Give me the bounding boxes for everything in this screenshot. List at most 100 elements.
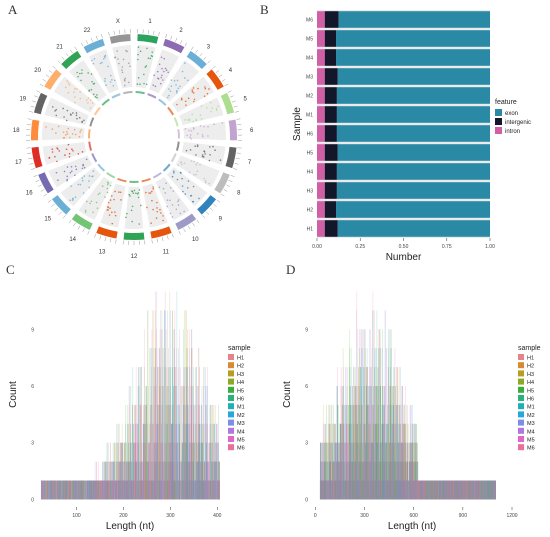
x-tick-label: 0.25	[355, 244, 365, 250]
bar-M4-exon	[336, 49, 490, 66]
point-5	[210, 111, 212, 113]
point-19	[55, 115, 57, 117]
point-22	[110, 81, 112, 83]
point-14	[110, 185, 112, 187]
y-tick-label: H6	[307, 132, 314, 138]
point-16	[86, 158, 88, 160]
point-12	[129, 195, 131, 197]
point-18	[69, 137, 71, 139]
point-8	[199, 164, 201, 166]
point-3	[175, 84, 177, 86]
point-11	[146, 207, 148, 209]
point-X	[128, 82, 130, 84]
point-8	[189, 171, 191, 173]
point-6	[197, 133, 199, 135]
ideogram-X	[110, 34, 131, 44]
point-13	[109, 214, 111, 216]
y-tick-label: M2	[306, 94, 313, 100]
point-19	[72, 112, 74, 114]
point-5	[211, 107, 213, 109]
point-11	[151, 191, 153, 193]
point-17	[68, 144, 70, 146]
bar-H3-exon	[337, 182, 490, 199]
bar-M6-exon	[339, 11, 490, 28]
tick-3	[200, 53, 203, 56]
y-tick-label: M1	[306, 113, 313, 119]
legend-swatch-H6	[228, 395, 234, 401]
point-10	[163, 188, 165, 190]
point-8	[205, 180, 207, 182]
tick-9	[217, 200, 220, 202]
tick-22	[81, 43, 83, 46]
point-16	[82, 168, 84, 170]
point-14	[107, 192, 109, 194]
point-17	[59, 150, 61, 152]
bar-M2-exon	[337, 87, 490, 104]
point-10	[167, 199, 169, 201]
point-3	[170, 90, 172, 92]
point-10	[164, 192, 166, 194]
ideogram-1	[137, 34, 158, 44]
point-11	[156, 207, 158, 209]
point-11	[150, 222, 152, 224]
point-14	[98, 194, 100, 196]
point-19	[76, 112, 78, 114]
tick-22	[96, 36, 97, 40]
point-X	[128, 62, 130, 64]
point-9	[198, 198, 200, 200]
tick-21	[70, 50, 72, 53]
point-19	[55, 109, 57, 111]
legend-swatch-H1	[228, 354, 234, 360]
panel-label-c: C	[6, 262, 15, 278]
point-2	[162, 79, 164, 81]
point-21	[79, 73, 81, 75]
tick-6	[237, 119, 241, 120]
tick-15	[59, 212, 62, 215]
point-20	[66, 80, 68, 82]
point-6	[200, 125, 202, 127]
point-22	[91, 60, 93, 62]
point-21	[91, 81, 93, 83]
point-16	[82, 165, 84, 167]
point-7	[204, 151, 206, 153]
bar-H5-exon	[338, 144, 490, 161]
point-9	[172, 176, 174, 178]
tick-1	[153, 31, 154, 35]
chr-label-6: 6	[250, 128, 254, 134]
tick-14	[88, 231, 90, 235]
tick-7	[233, 168, 237, 169]
chr-label-3: 3	[207, 44, 211, 50]
tick-3	[207, 61, 210, 64]
point-20	[80, 98, 82, 100]
point-12	[134, 190, 136, 192]
point-7	[204, 153, 206, 155]
bar-M1-intergenic	[325, 106, 337, 123]
inner-ring-12	[129, 181, 138, 183]
point-1	[137, 83, 139, 85]
tick-X	[114, 31, 115, 35]
point-19	[82, 121, 84, 123]
point-9	[187, 187, 189, 189]
tick-9	[214, 204, 217, 207]
point-3	[177, 80, 179, 82]
point-8	[203, 178, 205, 180]
point-10	[165, 182, 167, 184]
chr-label-10: 10	[192, 237, 199, 243]
point-18	[75, 134, 77, 136]
tick-4	[222, 79, 225, 81]
point-14	[91, 200, 93, 202]
point-3	[178, 88, 180, 90]
bar-M3-intergenic	[325, 68, 338, 85]
tick-10	[197, 220, 199, 223]
point-4	[193, 92, 195, 94]
legend-swatch-H4	[228, 379, 234, 385]
point-3	[174, 80, 176, 82]
point-6	[202, 136, 204, 138]
legend-label-H2: H2	[237, 364, 244, 370]
tick-18	[28, 119, 32, 120]
point-15	[70, 185, 72, 187]
point-2	[163, 58, 165, 60]
tick-15	[48, 200, 51, 202]
